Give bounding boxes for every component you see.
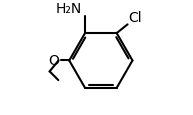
Text: Cl: Cl <box>128 11 142 25</box>
Text: H₂N: H₂N <box>56 1 82 15</box>
Text: O: O <box>49 54 59 68</box>
